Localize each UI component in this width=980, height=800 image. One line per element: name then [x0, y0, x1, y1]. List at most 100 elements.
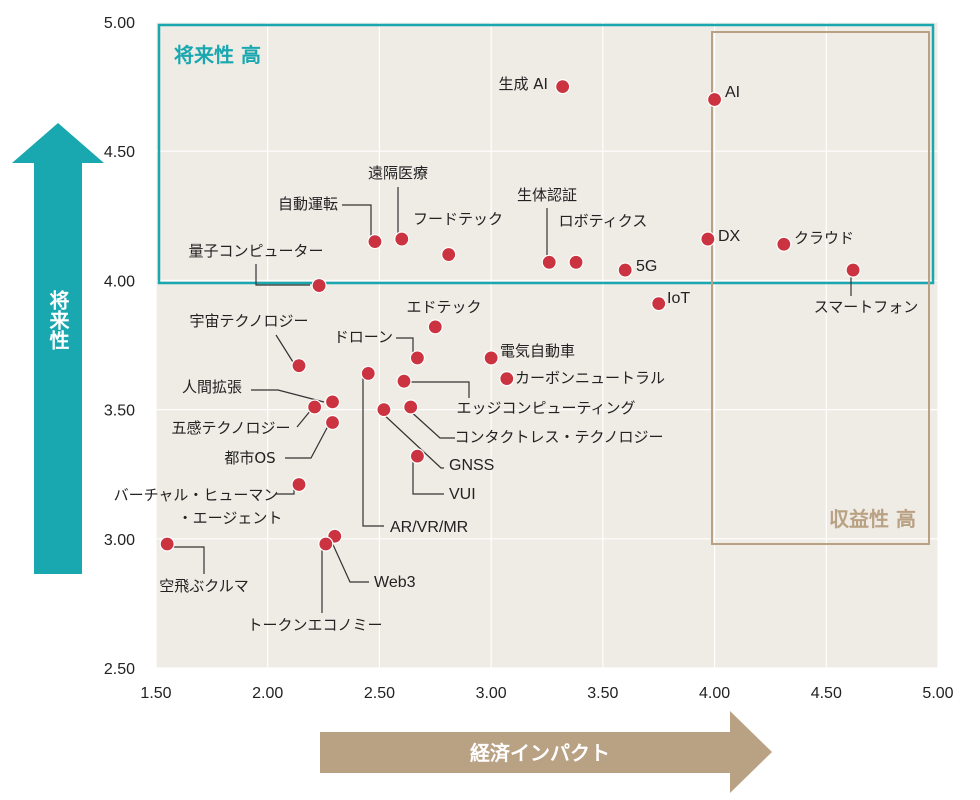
data-point	[291, 476, 307, 493]
data-point	[555, 78, 571, 95]
point-label: AI	[725, 84, 740, 101]
x-tick-label: 4.50	[811, 685, 842, 702]
data-point	[360, 365, 376, 382]
point-label: スマートフォン	[814, 298, 919, 316]
point-label: 5G	[636, 258, 657, 275]
data-point	[706, 91, 723, 108]
data-point	[311, 277, 327, 294]
leader-line	[255, 264, 310, 286]
point-label: 宇宙テクノロジー	[189, 312, 308, 330]
leader-line	[396, 337, 414, 353]
x-tick-labels: 1.50 2.00 2.50 3.00 3.50 4.00 4.50 5.00	[140, 685, 953, 702]
data-point	[427, 319, 443, 335]
point-label: ドローン	[334, 328, 393, 346]
point-label: 五感テクノロジー	[171, 419, 290, 437]
leader-line	[285, 425, 329, 459]
data-point	[541, 254, 557, 270]
point-label: 自動運転	[278, 195, 338, 213]
point-label: 電気自動車	[500, 342, 575, 360]
leader-line	[402, 381, 470, 398]
point-label: カーボンニュートラル	[515, 369, 665, 387]
point-label: DX	[718, 228, 741, 245]
data-point	[396, 373, 412, 389]
data-point	[700, 231, 716, 247]
x-tick-label: 3.00	[476, 685, 507, 702]
point-label: クラウド	[794, 229, 854, 247]
point-label: 生成 AI	[499, 75, 548, 93]
y-tick-label: 4.00	[104, 273, 135, 290]
point-label: 都市OS	[224, 449, 275, 467]
zone-future-high-label: 将来性 高	[174, 43, 261, 67]
leader-line	[412, 459, 444, 495]
leader-line	[407, 408, 455, 439]
leader-line	[275, 334, 294, 363]
grid	[155, 21, 939, 669]
data-point	[291, 358, 307, 374]
x-axis-arrow-shape	[320, 711, 772, 793]
x-tick-label: 2.50	[364, 685, 395, 702]
point-label: 人間拡張	[182, 378, 242, 396]
point-label: 遠隔医療	[368, 164, 428, 182]
y-tick-label: 3.50	[104, 403, 135, 420]
point-label: ・エージェント	[178, 509, 283, 527]
data-point	[318, 536, 334, 552]
point-label: 量子コンピューター	[188, 242, 323, 260]
point-label: AR/VR/MR	[390, 519, 468, 536]
leader-line	[380, 411, 444, 469]
data-point	[617, 262, 633, 278]
data-point	[324, 414, 341, 431]
y-axis-arrow-shape	[12, 123, 104, 574]
data-point	[324, 394, 341, 410]
x-tick-label: 4.00	[699, 685, 730, 702]
data-point	[409, 448, 426, 464]
data-points	[159, 78, 861, 552]
leader-line	[362, 378, 384, 527]
point-label: エッジコンピューティング	[456, 399, 635, 417]
y-tick-label: 5.00	[104, 15, 135, 32]
data-point	[367, 234, 383, 250]
data-point	[483, 350, 499, 366]
data-point	[845, 262, 861, 278]
y-tick-label: 4.50	[104, 144, 135, 161]
point-label: ロボティクス	[559, 212, 648, 230]
data-point	[376, 402, 392, 418]
leader-line	[296, 409, 312, 428]
point-label: バーチャル・ヒューマン	[114, 486, 279, 504]
zone-profit-high	[711, 31, 930, 545]
point-label: 空飛ぶクルマ	[159, 577, 249, 595]
leader-line	[251, 389, 325, 403]
y-axis-arrow-label: 将来性	[46, 289, 70, 351]
x-tick-label: 1.50	[140, 685, 171, 702]
x-axis-arrow: 経済インパクト	[320, 711, 772, 793]
x-tick-label: 2.00	[252, 685, 283, 702]
leader-line	[329, 537, 369, 583]
point-label: 生体認証	[517, 186, 577, 204]
data-point	[159, 536, 175, 552]
data-point	[403, 399, 419, 415]
zone-future-high	[157, 23, 935, 285]
leader-line	[342, 204, 372, 240]
zones: 将来性 高 収益性 高	[157, 23, 935, 545]
point-label: VUI	[449, 486, 476, 503]
x-tick-label: 5.00	[922, 685, 953, 702]
leader-line	[166, 546, 205, 574]
data-point	[499, 370, 515, 387]
y-tick-labels: 2.50 3.00 3.50 4.00 4.50 5.00	[104, 15, 135, 678]
data-point	[307, 399, 323, 415]
point-label: エドテック	[406, 298, 481, 316]
y-tick-label: 3.00	[104, 532, 135, 549]
data-point	[568, 254, 584, 270]
data-point	[441, 246, 457, 263]
plot-background	[156, 22, 938, 668]
point-label: コンタクトレス・テクノロジー	[454, 428, 663, 446]
data-point	[409, 350, 426, 366]
x-axis-arrow-label: 経済インパクト	[470, 741, 610, 765]
y-axis-arrow: 将来性	[12, 123, 104, 574]
point-label: Web3	[374, 574, 416, 591]
data-point	[651, 296, 667, 312]
data-point	[776, 236, 792, 252]
point-label: GNSS	[449, 457, 494, 474]
point-label: IoT	[667, 290, 690, 307]
